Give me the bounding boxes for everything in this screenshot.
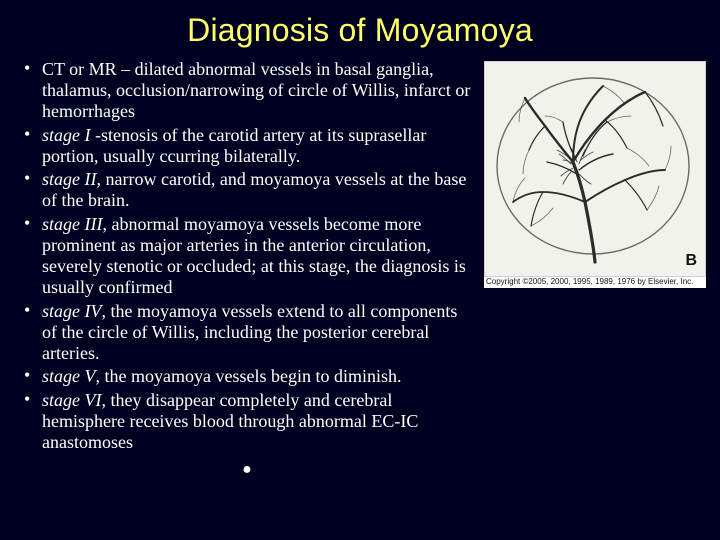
- bullet-text: , the moyamoya vessels begin to diminish…: [96, 366, 402, 386]
- bullet-text: -stenosis of the carotid artery at its s…: [42, 125, 426, 166]
- bullet-text: CT or MR – dilated abnormal vessels in b…: [42, 59, 470, 121]
- bullet-list: CT or MR – dilated abnormal vessels in b…: [22, 59, 472, 453]
- trailing-bullet: ●: [22, 461, 472, 479]
- bullet-list-container: CT or MR – dilated abnormal vessels in b…: [14, 59, 476, 479]
- bullet-item: stage II, narrow carotid, and moyamoya v…: [22, 169, 472, 211]
- bullet-item: stage IV, the moyamoya vessels extend to…: [22, 301, 472, 365]
- slide: Diagnosis of Moyamoya CT or MR – dilated…: [0, 0, 720, 540]
- content-row: CT or MR – dilated abnormal vessels in b…: [14, 59, 706, 479]
- bullet-text: , abnormal moyamoya vessels become more …: [42, 214, 466, 298]
- bullet-prefix: stage VI: [42, 390, 101, 410]
- bullet-item: stage V, the moyamoya vessels begin to d…: [22, 366, 472, 387]
- bullet-prefix: stage V: [42, 366, 96, 386]
- bullet-item: stage I -stenosis of the carotid artery …: [22, 125, 472, 167]
- slide-title: Diagnosis of Moyamoya: [14, 12, 706, 49]
- figure-panel-label: B: [685, 252, 697, 270]
- angiogram-image: B: [484, 61, 706, 277]
- bullet-item: stage VI, they disappear completely and …: [22, 390, 472, 454]
- figure-copyright: Copyright ©2005, 2000, 1995, 1989, 1976 …: [484, 277, 706, 288]
- bullet-item: stage III, abnormal moyamoya vessels bec…: [22, 214, 472, 299]
- bullet-prefix: stage I: [42, 125, 95, 145]
- bullet-prefix: stage IV: [42, 301, 101, 321]
- bullet-prefix: stage III: [42, 214, 102, 234]
- angiogram-svg: [485, 62, 706, 277]
- bullet-prefix: stage II: [42, 169, 96, 189]
- bullet-item: CT or MR – dilated abnormal vessels in b…: [22, 59, 472, 123]
- bullet-text: , the moyamoya vessels extend to all com…: [42, 301, 457, 363]
- bullet-text: , narrow carotid, and moyamoya vessels a…: [42, 169, 466, 210]
- figure: B Copyright ©2005, 2000, 1995, 1989, 197…: [484, 61, 706, 479]
